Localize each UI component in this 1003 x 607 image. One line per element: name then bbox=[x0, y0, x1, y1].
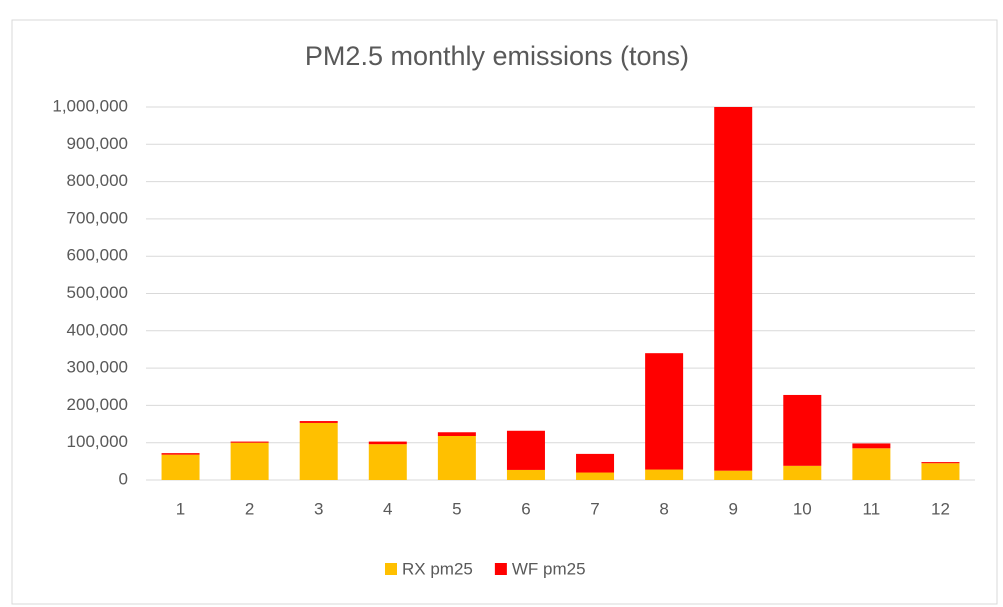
x-tick-label: 3 bbox=[314, 499, 323, 518]
y-tick-label: 1,000,000 bbox=[52, 96, 128, 115]
bar-segment bbox=[783, 465, 822, 480]
bar-segment bbox=[230, 441, 269, 443]
bar-segment bbox=[368, 441, 407, 445]
bar-segment bbox=[852, 443, 891, 449]
x-tick-label: 12 bbox=[931, 499, 950, 518]
bar-segment bbox=[921, 462, 960, 464]
bar-segment bbox=[437, 432, 476, 436]
legend-label: WF pm25 bbox=[512, 559, 586, 578]
x-tick-label: 7 bbox=[590, 499, 599, 518]
bar-segment bbox=[506, 469, 545, 480]
bar-segment bbox=[852, 448, 891, 480]
bar-segment bbox=[921, 463, 960, 480]
bar-segment bbox=[368, 444, 407, 480]
bar-segment bbox=[645, 353, 684, 470]
bar-segment bbox=[506, 430, 545, 470]
bar-segment bbox=[714, 470, 753, 480]
y-tick-label: 100,000 bbox=[67, 432, 128, 451]
x-tick-label: 9 bbox=[728, 499, 737, 518]
x-tick-label: 10 bbox=[793, 499, 812, 518]
legend-label: RX pm25 bbox=[402, 559, 473, 578]
y-tick-label: 300,000 bbox=[67, 358, 128, 377]
bar-segment bbox=[161, 454, 200, 480]
bar-segment bbox=[576, 453, 615, 473]
chart-title: PM2.5 monthly emissions (tons) bbox=[305, 41, 689, 71]
chart-border bbox=[11, 19, 998, 605]
bar-segment bbox=[299, 421, 338, 423]
bar-segment bbox=[437, 435, 476, 480]
y-tick-label: 700,000 bbox=[67, 208, 128, 227]
bar-segment bbox=[783, 394, 822, 466]
y-tick-label: 200,000 bbox=[67, 395, 128, 414]
x-tick-label: 1 bbox=[176, 499, 185, 518]
x-tick-label: 8 bbox=[659, 499, 668, 518]
bar-segment bbox=[576, 472, 615, 480]
y-tick-label: 600,000 bbox=[67, 246, 128, 265]
bar-segment bbox=[299, 422, 338, 480]
bar-segment bbox=[230, 442, 269, 480]
bar-segment bbox=[714, 107, 753, 471]
y-tick-label: 900,000 bbox=[67, 134, 128, 153]
y-tick-label: 500,000 bbox=[67, 283, 128, 302]
x-tick-label: 11 bbox=[863, 499, 881, 518]
legend-swatch bbox=[494, 563, 507, 575]
y-tick-label: 0 bbox=[119, 469, 128, 488]
x-tick-label: 2 bbox=[245, 499, 254, 518]
y-tick-label: 400,000 bbox=[67, 320, 128, 339]
x-tick-label: 5 bbox=[452, 499, 461, 518]
y-tick-label: 800,000 bbox=[67, 171, 128, 190]
legend-swatch bbox=[385, 563, 397, 575]
bar-segment bbox=[161, 453, 200, 455]
bar-segment bbox=[645, 469, 684, 480]
x-tick-label: 4 bbox=[383, 499, 392, 518]
x-tick-label: 6 bbox=[521, 499, 530, 518]
